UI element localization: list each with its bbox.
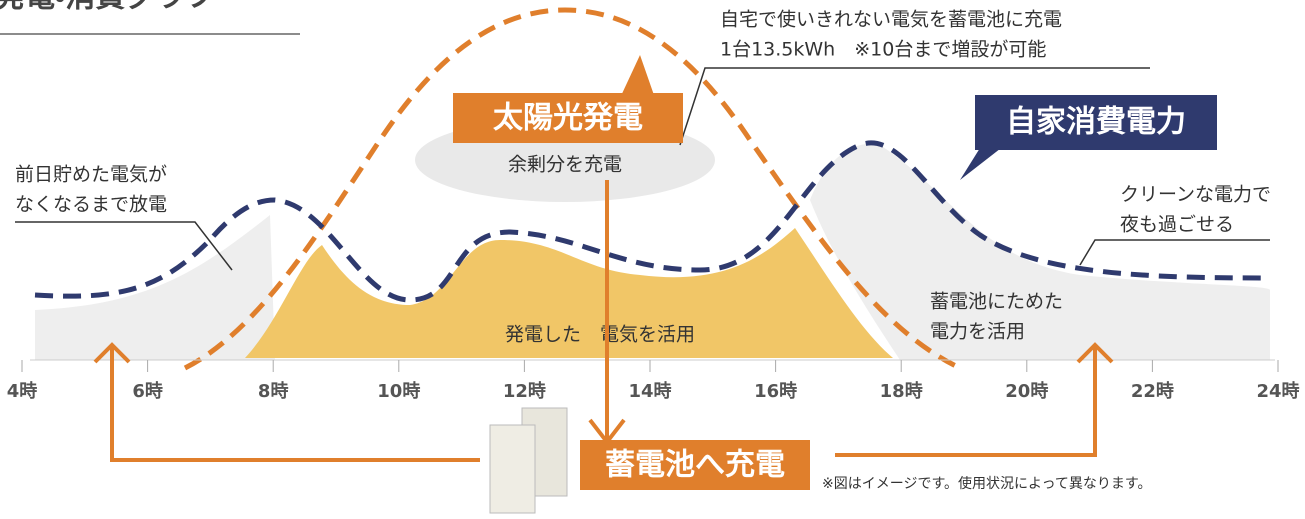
x-ticks: 4時 6時 8時 10時 12時 14時 16時 18時 20時 22時 24時	[7, 360, 1300, 402]
x-tick-label: 6時	[132, 381, 163, 402]
x-tick-label: 8時	[258, 381, 289, 402]
solar-use-note: 発電した 電気を活用	[505, 324, 695, 346]
left-note: 前日貯めた電気が	[15, 164, 167, 186]
x-tick-label: 12時	[503, 381, 546, 402]
pointer	[15, 221, 233, 271]
title: 発電・消費グラフ	[0, 0, 215, 15]
battery-use-note: 電力を活用	[930, 321, 1025, 343]
surplus-label: 余剰分を充電	[508, 154, 622, 176]
callout-tail	[620, 55, 655, 98]
top-note: 1台13.5kWh ※10台まで増設が可能	[720, 39, 1046, 61]
left-note: なくなるまで放電	[15, 194, 167, 216]
x-tick-label: 24時	[1256, 381, 1299, 402]
top-note: 自宅で使いきれない電気を蓄電池に充電	[720, 9, 1062, 31]
night-arrow	[835, 342, 1114, 457]
x-tick-label: 20時	[1005, 381, 1048, 402]
x-tick-label: 10時	[377, 381, 420, 402]
x-tick-label: 4時	[7, 381, 38, 402]
charge-box	[580, 440, 810, 490]
solar-box	[453, 93, 683, 143]
consumption-label: 自家消費電力	[1006, 105, 1186, 140]
pointer	[1079, 239, 1270, 266]
charge-label: 蓄電池へ充電	[605, 448, 785, 483]
night-area	[810, 143, 1270, 360]
solar-use-area	[245, 228, 893, 358]
battery-use-note: 蓄電池にためた	[930, 291, 1063, 313]
pointer	[679, 67, 1150, 146]
solar-label: 太陽光発電	[493, 101, 643, 136]
consumption-curve	[34, 140, 1271, 303]
consumption-box	[975, 95, 1217, 150]
x-tick-label: 18時	[880, 381, 923, 402]
solar-curve	[183, 7, 962, 371]
x-tick-label: 16時	[754, 381, 797, 402]
right-note: 夜も過ごせる	[1120, 214, 1234, 236]
discharge-area	[35, 215, 275, 360]
battery-unit	[489, 424, 536, 514]
disclaimer: ※図はイメージです。使用状況によって異なります。	[822, 475, 1152, 492]
discharge-arrow	[93, 342, 480, 462]
x-tick-label: 14時	[628, 381, 671, 402]
x-tick-label: 22時	[1131, 381, 1174, 402]
right-note: クリーンな電力で	[1120, 184, 1271, 206]
